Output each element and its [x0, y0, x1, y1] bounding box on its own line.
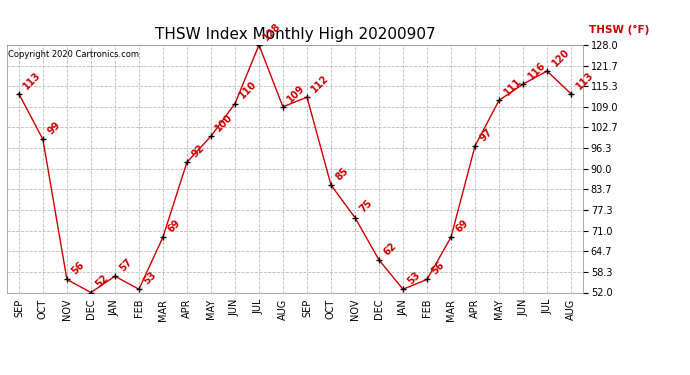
Text: 75: 75	[358, 198, 375, 215]
Text: 53: 53	[141, 270, 158, 286]
Text: 109: 109	[286, 83, 307, 104]
Text: Copyright 2020 Cartronics.com: Copyright 2020 Cartronics.com	[8, 50, 139, 59]
Text: THSW (°F): THSW (°F)	[589, 25, 649, 35]
Text: 69: 69	[454, 218, 471, 234]
Text: 97: 97	[477, 126, 495, 143]
Text: 53: 53	[406, 270, 422, 286]
Text: 56: 56	[430, 260, 446, 277]
Text: 85: 85	[334, 165, 351, 182]
Text: 52: 52	[94, 273, 110, 290]
Text: 120: 120	[550, 47, 571, 68]
Title: THSW Index Monthly High 20200907: THSW Index Monthly High 20200907	[155, 27, 435, 42]
Text: 113: 113	[574, 70, 595, 91]
Text: 110: 110	[238, 80, 259, 101]
Text: 128: 128	[262, 21, 283, 42]
Text: 112: 112	[310, 73, 331, 94]
Text: 62: 62	[382, 240, 398, 257]
Text: 56: 56	[70, 260, 86, 277]
Text: 113: 113	[21, 70, 43, 91]
Text: 116: 116	[526, 60, 547, 81]
Text: 57: 57	[118, 257, 135, 273]
Text: 111: 111	[502, 76, 523, 98]
Text: 92: 92	[190, 143, 206, 159]
Text: 99: 99	[46, 120, 62, 136]
Text: 69: 69	[166, 218, 182, 234]
Text: 100: 100	[214, 112, 235, 134]
